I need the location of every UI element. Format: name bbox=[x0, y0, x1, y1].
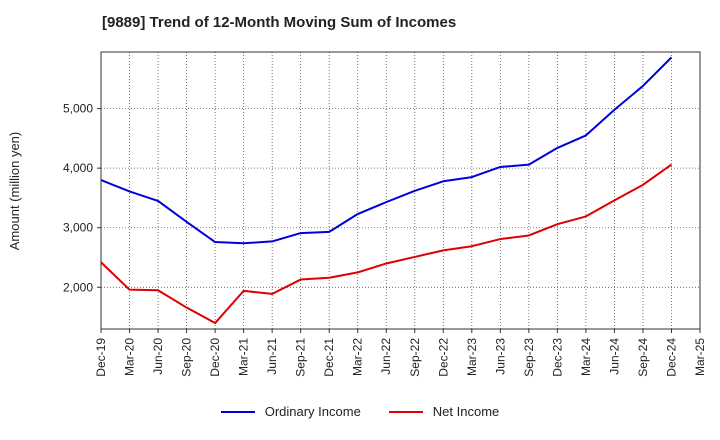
x-tick-label: Jun-21 bbox=[265, 338, 279, 375]
x-tick-label: Dec-20 bbox=[208, 338, 222, 377]
legend: Ordinary Income Net Income bbox=[0, 404, 720, 419]
legend-label: Ordinary Income bbox=[264, 404, 361, 419]
series-line-ordinary-income bbox=[100, 56, 673, 245]
x-tick-label: Dec-19 bbox=[94, 338, 108, 377]
x-tick-label: Dec-23 bbox=[550, 338, 564, 377]
x-tick-layer: Dec-19 Mar-20 Jun-20 Sep-20 Dec-20 Mar-21 Jun-… bbox=[94, 329, 707, 377]
x-tick-label: Dec-24 bbox=[664, 338, 678, 377]
legend-item: Ordinary Income bbox=[220, 404, 361, 419]
series-layer bbox=[100, 56, 673, 325]
x-tick-label: Sep-23 bbox=[522, 338, 536, 377]
plot-frame bbox=[100, 51, 701, 330]
y-tick-label: 5,000 bbox=[63, 102, 93, 116]
x-tick-label: Jun-24 bbox=[607, 338, 621, 375]
x-tick-label: Sep-21 bbox=[294, 338, 308, 377]
legend-label: Net Income bbox=[432, 404, 500, 419]
x-tick-label: Mar-25 bbox=[693, 338, 707, 376]
x-tick-label: Sep-24 bbox=[636, 338, 650, 377]
x-tick-label: Dec-21 bbox=[322, 338, 336, 377]
legend-swatch bbox=[388, 410, 423, 413]
grid-layer bbox=[101, 52, 700, 329]
x-tick-label: Dec-22 bbox=[436, 338, 450, 377]
y-tick-layer: 2,000 3,000 4,000 5,000 bbox=[63, 102, 101, 294]
x-tick-label: Mar-20 bbox=[123, 338, 137, 376]
x-tick-label: Jun-22 bbox=[379, 338, 393, 375]
y-tick-label: 4,000 bbox=[63, 161, 93, 175]
x-tick-label: Jun-20 bbox=[151, 338, 165, 375]
x-tick-label: Sep-22 bbox=[408, 338, 422, 377]
legend-swatch bbox=[220, 410, 255, 413]
x-tick-label: Jun-23 bbox=[493, 338, 507, 375]
legend-item: Net Income bbox=[388, 404, 500, 419]
x-tick-label: Sep-20 bbox=[180, 338, 194, 377]
x-tick-label: Mar-21 bbox=[237, 338, 251, 376]
x-tick-label: Mar-22 bbox=[351, 338, 365, 376]
series-line-net-income bbox=[100, 163, 673, 325]
y-tick-label: 3,000 bbox=[63, 221, 93, 235]
x-tick-label: Mar-23 bbox=[465, 338, 479, 376]
x-tick-label: Mar-24 bbox=[579, 338, 593, 376]
chart-title: [9889] Trend of 12-Month Moving Sum of I… bbox=[102, 14, 457, 31]
y-axis-label: Amount (million yen) bbox=[7, 132, 22, 251]
y-tick-label: 2,000 bbox=[63, 280, 93, 294]
